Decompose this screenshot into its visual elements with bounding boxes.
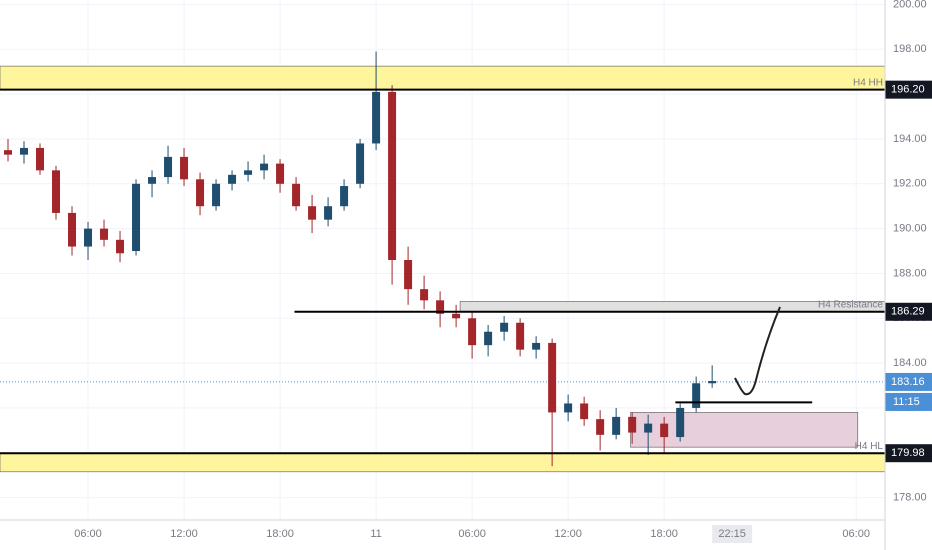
candle-body <box>692 383 701 408</box>
x-tick-label: 06:00 <box>842 528 870 540</box>
candle-body <box>404 260 413 290</box>
candle-body <box>484 331 493 346</box>
price-tag-label: 186.29 <box>891 306 925 318</box>
candle-body <box>420 289 429 301</box>
candle-body <box>500 322 509 332</box>
candle-body <box>196 179 205 207</box>
zone <box>0 452 886 473</box>
y-tick-label: 188.00 <box>893 267 927 279</box>
price-tag-label: 196.20 <box>891 84 925 96</box>
candle-body <box>644 423 653 433</box>
x-tick-label: 18:00 <box>266 528 294 540</box>
x-tick-label: 06:00 <box>458 528 486 540</box>
candle-body <box>116 239 125 254</box>
x-tick-label: 12:00 <box>554 528 582 540</box>
zone <box>630 412 859 448</box>
candle-body <box>4 150 13 155</box>
candle-body <box>324 206 333 220</box>
candle-body <box>260 163 269 171</box>
candle-body <box>276 163 285 184</box>
candle-body <box>628 416 637 433</box>
countdown-tag <box>885 392 932 411</box>
y-tick-label: 178.00 <box>893 491 927 503</box>
candle-body <box>132 183 141 252</box>
candle-body <box>292 183 301 207</box>
candle-body <box>36 147 45 171</box>
candle-body <box>612 416 621 435</box>
candle-body <box>516 322 525 350</box>
candle-body <box>548 342 557 413</box>
level-name: H4 Resistance <box>818 299 883 310</box>
candle-body <box>388 91 397 261</box>
x-tick-label: 12:00 <box>170 528 198 540</box>
level-name: H4 HH <box>853 77 883 88</box>
candle-body <box>340 186 349 207</box>
candle-body <box>180 156 189 180</box>
zone <box>0 65 886 90</box>
candle-body <box>164 156 173 178</box>
cursor-label: 22:15 <box>718 528 746 540</box>
candle-body <box>580 403 589 420</box>
y-tick-label: 194.00 <box>893 133 927 145</box>
candle-body <box>356 143 365 184</box>
candle-body <box>244 170 253 175</box>
x-tick-label: 11 <box>370 528 381 540</box>
level-name: H4 HL <box>855 441 884 452</box>
y-tick-label: 184.00 <box>893 357 927 369</box>
candle-body <box>308 206 317 220</box>
candle-body <box>52 170 61 213</box>
x-tick-label: 06:00 <box>74 528 102 540</box>
candle-body <box>676 407 685 438</box>
cursor-tag <box>712 525 753 543</box>
candle-body <box>436 300 445 314</box>
price-tag-label: 183.16 <box>891 376 925 388</box>
x-tick-label: 18:00 <box>650 528 678 540</box>
candle-body <box>100 228 109 240</box>
candle-body <box>596 419 605 435</box>
candle-body <box>212 183 221 207</box>
price-tag <box>885 444 932 463</box>
candle-body <box>660 423 669 438</box>
candle-body <box>468 318 477 346</box>
y-tick-label: 198.00 <box>893 43 927 55</box>
candle-body <box>84 228 93 247</box>
candle-body <box>228 174 237 184</box>
candle-body <box>372 91 381 144</box>
hand-drawn-curve <box>734 306 781 396</box>
countdown-label: 11:15 <box>893 396 920 408</box>
candle-body <box>708 381 717 384</box>
candle-body <box>148 177 157 184</box>
candle-body <box>68 212 77 247</box>
y-tick-label: 192.00 <box>893 178 927 190</box>
price-tag-label: 179.98 <box>891 447 925 459</box>
price-tag <box>885 372 932 391</box>
candle-body <box>532 342 541 350</box>
candle-body <box>564 403 573 413</box>
y-tick-label: 200.00 <box>893 0 927 10</box>
price-tag <box>885 80 932 99</box>
price-tag <box>885 302 932 321</box>
y-tick-label: 190.00 <box>893 223 927 235</box>
candle-body <box>452 313 461 319</box>
candle-body <box>20 147 29 155</box>
